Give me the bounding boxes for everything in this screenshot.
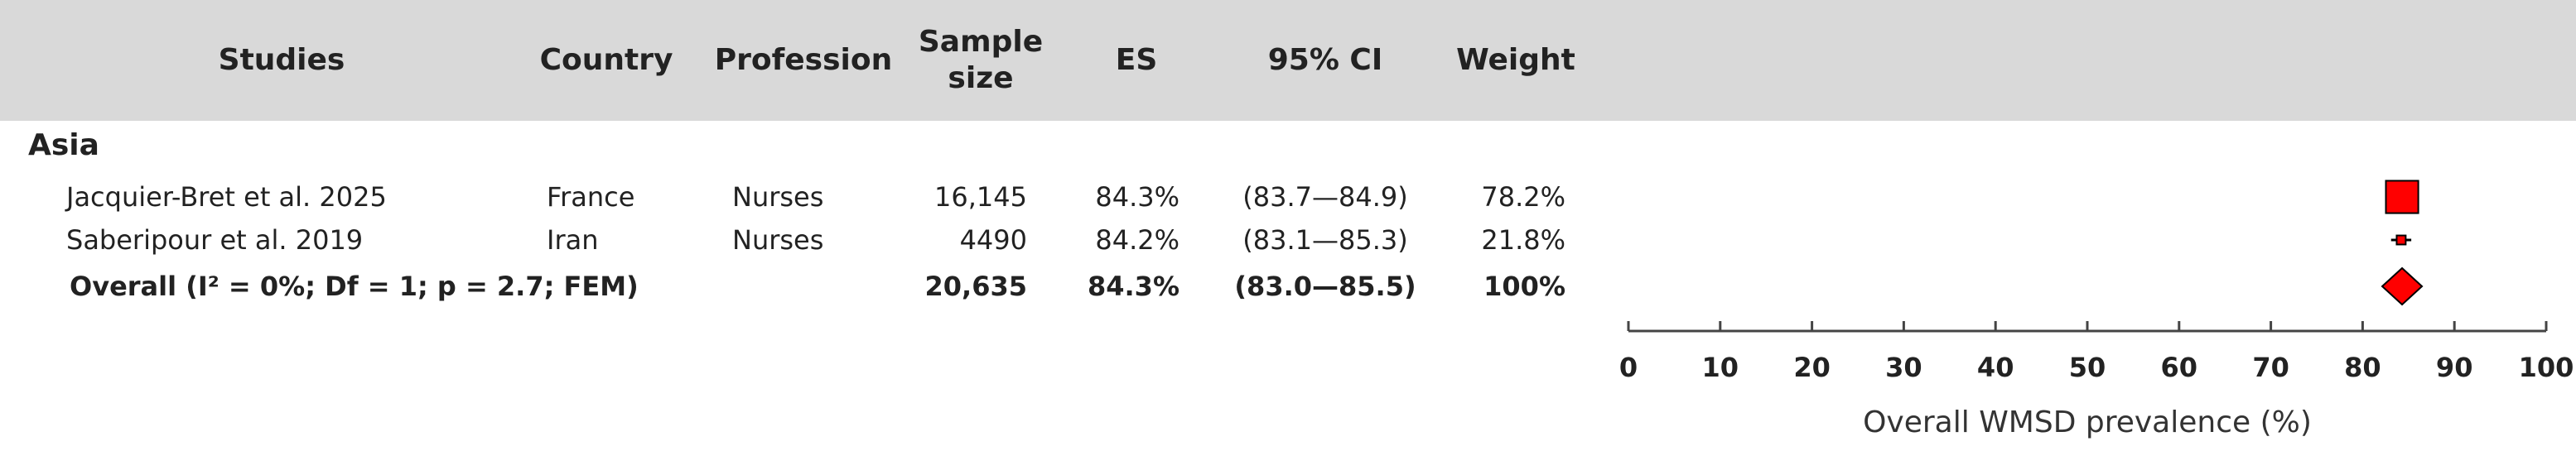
profession: Nurses (732, 224, 824, 256)
weight: 21.8% (1481, 224, 1565, 256)
effect-size: 84.3% (1087, 271, 1179, 302)
study-marker (2385, 180, 2419, 214)
weight: 100% (1483, 271, 1565, 302)
x-axis-label: Overall WMSD prevalence (%) (1863, 405, 2312, 439)
study-marker (2395, 234, 2407, 246)
effect-size: 84.3% (1095, 181, 1179, 213)
x-tick-label: 80 (2344, 352, 2381, 383)
overall-diamond (2381, 266, 2424, 306)
column-header: Studies (218, 43, 345, 77)
study-name: Overall (I² = 0%; Df = 1; p = 2.7; FEM) (70, 271, 639, 302)
column-header: 95% CI (1267, 43, 1383, 77)
study-name: Jacquier-Bret et al. 2025 (66, 181, 387, 213)
header-bar (0, 0, 2576, 121)
confidence-interval: (83.7—84.9) (1242, 181, 1408, 213)
sample-size: 4490 (959, 224, 1027, 256)
column-header: Weight (1456, 43, 1575, 77)
sample-size: 16,145 (934, 181, 1027, 213)
profession: Nurses (732, 181, 824, 213)
column-header: Sample size (918, 25, 1044, 95)
effect-size: 84.2% (1095, 224, 1179, 256)
confidence-interval: (83.1—85.3) (1242, 224, 1408, 256)
column-header: Country (539, 43, 673, 77)
x-tick-label: 90 (2436, 352, 2473, 383)
x-tick-label: 50 (2069, 352, 2106, 383)
x-tick-label: 100 (2519, 352, 2574, 383)
confidence-interval: (83.0—85.5) (1234, 271, 1416, 302)
group-label: Asia (28, 128, 99, 162)
x-tick-label: 10 (1702, 352, 1739, 383)
x-tick-label: 40 (1977, 352, 2014, 383)
x-tick-label: 60 (2161, 352, 2198, 383)
x-tick-label: 20 (1793, 352, 1831, 383)
x-tick-label: 70 (2252, 352, 2289, 383)
weight: 78.2% (1481, 181, 1565, 213)
study-name: Saberipour et al. 2019 (66, 224, 364, 256)
sample-size: 20,635 (924, 271, 1027, 302)
country: France (547, 181, 635, 213)
column-header: ES (1115, 43, 1158, 77)
column-header: Profession (714, 43, 893, 77)
x-tick-label: 30 (1885, 352, 1922, 383)
country: Iran (547, 224, 599, 256)
x-tick-label: 0 (1619, 352, 1638, 383)
